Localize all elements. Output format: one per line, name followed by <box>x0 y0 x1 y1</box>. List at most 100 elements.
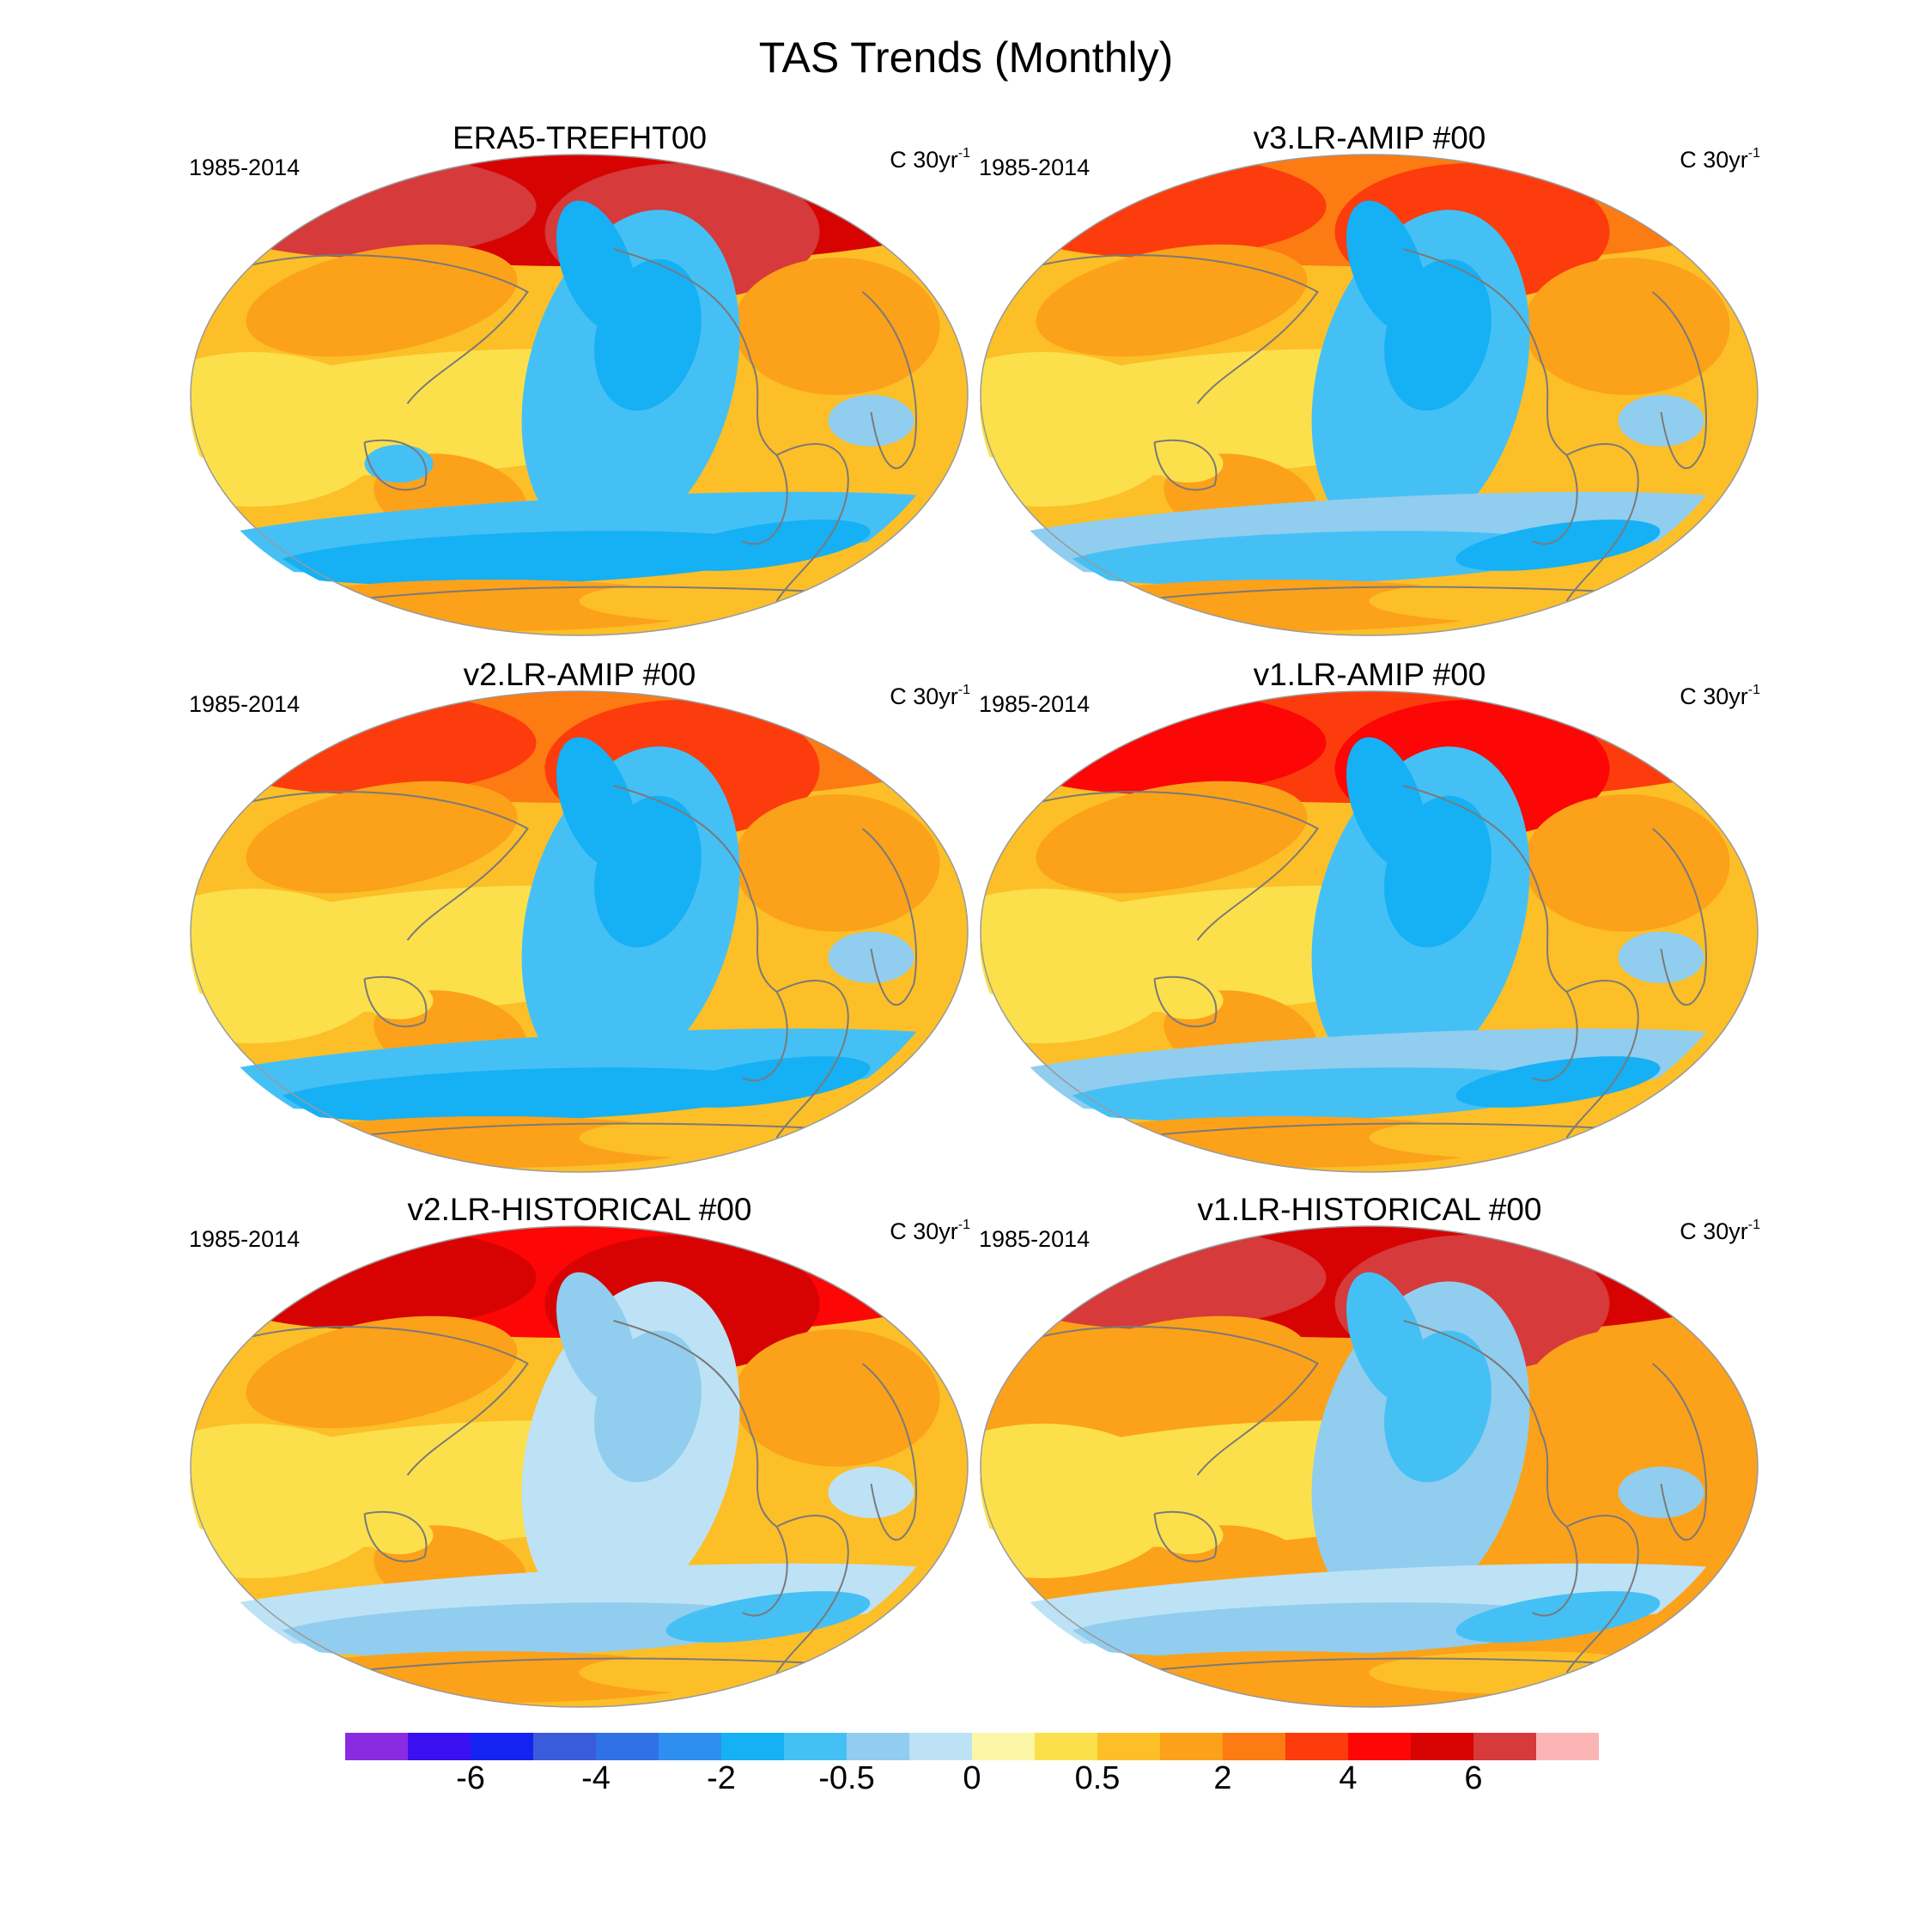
colorbar-swatch <box>1097 1733 1160 1760</box>
trend-region <box>364 981 434 1019</box>
colorbar-swatch <box>784 1733 847 1760</box>
coastline <box>1565 443 1639 602</box>
trend-region <box>981 1424 1181 1578</box>
colorbar-tick-label: 0 <box>963 1760 981 1796</box>
coastline <box>1403 248 1578 545</box>
colorbar-tick-label: 2 <box>1213 1760 1232 1796</box>
map-plot <box>189 1225 970 1708</box>
coastline <box>363 975 428 1028</box>
units-text: C 30yr <box>890 1218 958 1244</box>
colorbar-swatch <box>721 1733 784 1760</box>
colorbar-swatch <box>1473 1733 1536 1760</box>
trend-region <box>246 244 518 357</box>
coastline <box>613 248 788 545</box>
panel-title: v1.LR-HISTORICAL #00 <box>1197 1192 1542 1227</box>
colorbar-swatch <box>1285 1733 1348 1760</box>
map-panel: v2.LR-AMIP #00 1985-2014 C 30yr-1 <box>189 657 970 1173</box>
colorbar-tick-label: 6 <box>1464 1760 1483 1796</box>
coastline <box>775 1515 849 1674</box>
colorbar-swatch <box>1035 1733 1097 1760</box>
colorbar-swatch <box>1536 1733 1599 1760</box>
panel-units: C 30yr-1 <box>890 1218 970 1245</box>
colorbar-swatch <box>1348 1733 1411 1760</box>
coastline <box>1651 828 1707 1006</box>
trend-region <box>1154 445 1224 483</box>
trend-region <box>1346 200 1426 332</box>
coastline <box>613 785 788 1082</box>
map-panel: v3.LR-AMIP #00 1985-2014 C 30yr-1 <box>979 120 1760 636</box>
panel-title: v2.LR-AMIP #00 <box>463 657 696 692</box>
trend-region <box>665 1056 871 1108</box>
coastline <box>1153 439 1218 491</box>
trend-region <box>733 1329 940 1467</box>
map-panel: ERA5-TREFHT00 1985-2014 C 30yr-1 <box>189 120 970 636</box>
map-outline <box>980 690 1759 1173</box>
map-plot <box>979 690 1760 1173</box>
map-outline <box>980 1225 1759 1708</box>
colorbar-swatch <box>471 1733 533 1760</box>
coastline <box>338 586 837 602</box>
map-plot <box>979 154 1760 636</box>
trend-region <box>1060 1602 1576 1657</box>
panel-period: 1985-2014 <box>979 1226 1091 1252</box>
colorbar-swatch <box>533 1733 596 1760</box>
colorbar-swatch <box>1160 1733 1223 1760</box>
colorbar-tick-label: -2 <box>707 1760 736 1796</box>
panel-title: v3.LR-AMIP #00 <box>1253 120 1486 155</box>
coastline <box>1651 291 1707 470</box>
trend-region <box>1618 395 1704 447</box>
map-panel: v1.LR-AMIP #00 1985-2014 C 30yr-1 <box>979 657 1760 1173</box>
coastline <box>1651 1363 1707 1541</box>
trend-region <box>270 1067 786 1122</box>
trend-region <box>1455 1056 1661 1108</box>
coastline <box>775 443 849 602</box>
units-exponent: -1 <box>1747 1218 1760 1232</box>
trend-region <box>1523 1329 1730 1467</box>
map-outline <box>190 690 969 1173</box>
trend-region <box>1523 794 1730 932</box>
trend-region <box>1618 932 1704 983</box>
trend-region <box>981 352 1181 507</box>
trend-region <box>665 1591 871 1643</box>
colorbar-swatch <box>909 1733 972 1760</box>
units-text: C 30yr <box>890 147 958 173</box>
units-text: C 30yr <box>1680 683 1748 709</box>
panel-units: C 30yr-1 <box>890 683 970 710</box>
coastline <box>775 980 849 1139</box>
trend-region <box>191 889 391 1043</box>
colorbar-swatch <box>1223 1733 1285 1760</box>
coastline <box>1153 1510 1218 1563</box>
trend-region <box>733 794 940 932</box>
colorbar-tick-label: 4 <box>1339 1760 1358 1796</box>
units-text: C 30yr <box>1680 1218 1748 1244</box>
trend-region <box>1346 737 1426 869</box>
panel-title: ERA5-TREFHT00 <box>452 120 708 155</box>
map-outline <box>190 154 969 636</box>
trend-region <box>270 531 786 586</box>
coastline <box>338 1657 837 1674</box>
trend-region <box>191 1424 391 1578</box>
panel-units: C 30yr-1 <box>1680 1218 1760 1245</box>
coastline <box>991 1326 1319 1476</box>
map-outline <box>980 154 1759 636</box>
units-exponent: -1 <box>1747 683 1760 697</box>
colorbar-swatch <box>972 1733 1035 1760</box>
coastline <box>861 1363 917 1541</box>
trend-region <box>1455 1591 1661 1643</box>
map-plot <box>189 154 970 636</box>
trend-region <box>981 889 1181 1043</box>
trend-region <box>828 932 914 983</box>
trend-region <box>1523 258 1730 395</box>
units-exponent: -1 <box>957 146 970 161</box>
coastline <box>201 254 529 404</box>
trend-region <box>1036 781 1308 894</box>
panel-units: C 30yr-1 <box>1680 146 1760 173</box>
panel-period: 1985-2014 <box>189 1226 301 1252</box>
coastline <box>201 791 529 941</box>
trend-region <box>246 1315 518 1429</box>
colorbar-swatch <box>659 1733 721 1760</box>
colorbar-tick-label: -0.5 <box>818 1760 875 1796</box>
figure-title: TAS Trends (Monthly) <box>758 33 1174 82</box>
trend-region <box>665 519 871 571</box>
